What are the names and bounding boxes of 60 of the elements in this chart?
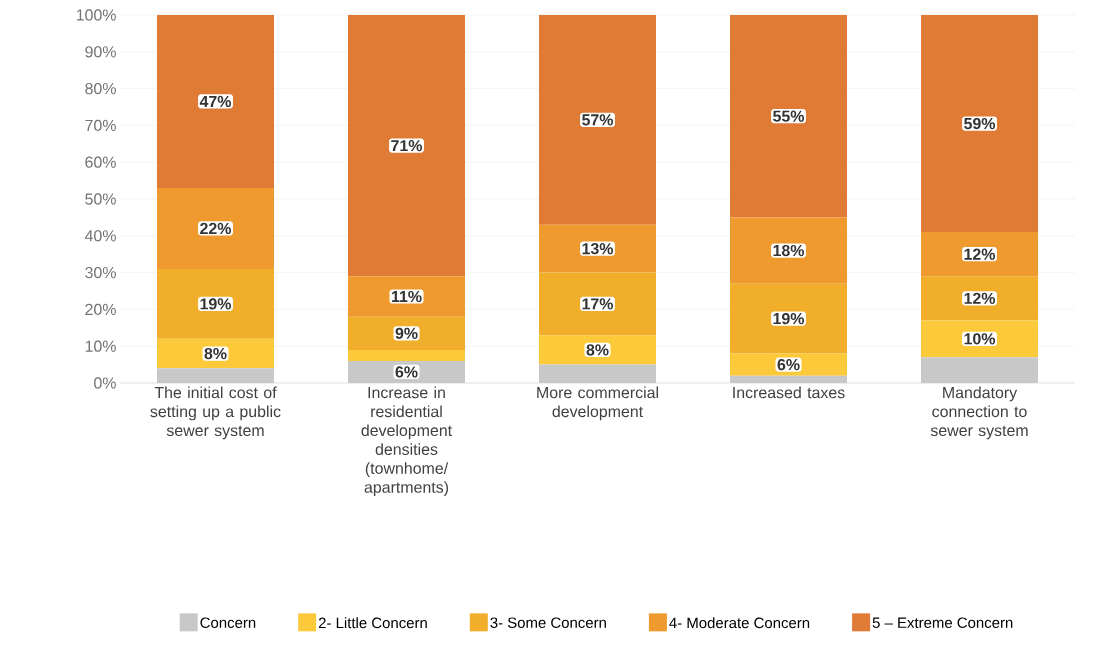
y-tick-label: 40% — [84, 230, 116, 242]
bar — [348, 276, 465, 317]
data-label: 10% — [964, 333, 996, 345]
x-tick-label: Mandatory connection to sewer system — [930, 386, 1028, 440]
legend-label: 5 – Extreme Concern — [872, 617, 1013, 628]
legend-label: Concern — [200, 617, 256, 628]
bar — [157, 338, 274, 369]
bar — [157, 268, 274, 339]
y-tick-label: 20% — [85, 303, 116, 316]
data-label: 11% — [391, 290, 422, 303]
data-label: 13% — [582, 243, 614, 255]
data-label: 22% — [200, 222, 232, 235]
bar — [348, 316, 465, 350]
data-label: 6% — [777, 358, 800, 371]
data-label: 12% — [964, 248, 996, 260]
data-label: 8% — [586, 344, 609, 356]
bar — [921, 232, 1039, 277]
data-label: 12% — [964, 292, 996, 304]
legend-label: 3- Some Concern — [490, 617, 606, 628]
data-label: 9% — [395, 327, 418, 339]
bar — [539, 272, 657, 336]
y-tick-label: 10% — [85, 340, 116, 352]
x-tick-label: More commercial development — [537, 386, 658, 421]
y-tick-label: 60% — [85, 156, 116, 168]
bar — [730, 283, 848, 354]
bar — [157, 187, 274, 269]
data-label: 19% — [773, 312, 805, 325]
data-label: 57% — [582, 114, 614, 126]
x-tick-label: Increased taxes — [733, 386, 845, 399]
x-tick-label: The initial cost of setting up a public sewer system — [150, 386, 281, 440]
x-tick-label: Increase in residential development densities (townhome/ apartments) — [361, 386, 452, 497]
data-label: 18% — [773, 244, 805, 257]
data-label: 55% — [773, 110, 805, 122]
bar — [921, 276, 1039, 321]
bar — [730, 15, 848, 218]
bar — [921, 320, 1039, 358]
data-label: 59% — [964, 117, 996, 130]
data-label: 47% — [199, 95, 232, 108]
data-label: 17% — [582, 298, 614, 310]
y-tick-label: 50% — [85, 193, 116, 205]
data-label: 8% — [204, 347, 227, 360]
data-label: 19% — [200, 298, 232, 310]
y-tick-label: 100% — [76, 9, 116, 21]
y-tick-label: 80% — [85, 82, 116, 95]
y-tick-label: 90% — [85, 46, 116, 58]
bar — [539, 335, 657, 365]
legend-label: 4- Moderate Concern — [669, 617, 810, 629]
data-label: 71% — [391, 140, 423, 152]
y-tick-label: 70% — [85, 119, 116, 132]
bar — [730, 217, 848, 284]
bar — [539, 224, 657, 273]
bar — [348, 349, 465, 361]
bar — [157, 15, 274, 188]
bar — [921, 15, 1039, 233]
y-tick-label: 30% — [85, 266, 116, 279]
y-tick-label: 0% — [94, 377, 116, 389]
bar — [348, 15, 465, 277]
data-label: 6% — [395, 366, 418, 378]
legend-label: 2- Little Concern — [318, 617, 427, 629]
bar — [539, 15, 657, 225]
